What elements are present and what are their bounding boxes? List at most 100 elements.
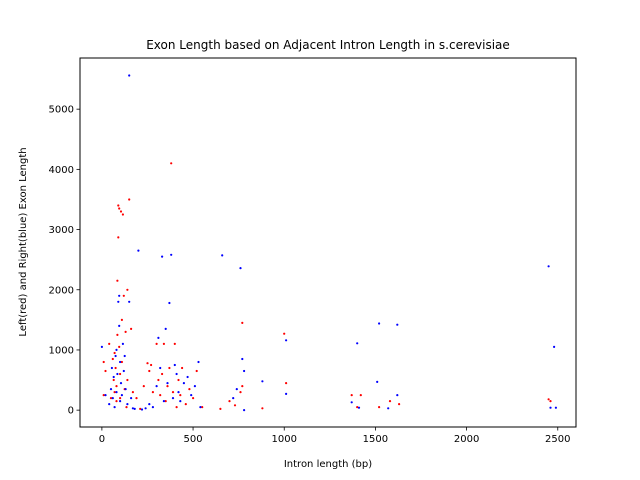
y-tick-label-2: 2000 [49, 285, 74, 296]
right-exon-point-48 [182, 382, 185, 385]
y-tick-label-5: 5000 [49, 105, 74, 116]
plot-frame [79, 57, 577, 428]
left-exon-point-75 [547, 398, 550, 401]
right-exon-point-17 [119, 382, 123, 385]
right-exon-point-13 [118, 294, 121, 297]
y-axis: 0 1000 2000 3000 4000 5000 [49, 105, 80, 417]
x-tick-label-5: 2500 [545, 434, 570, 445]
right-exon-point-3 [109, 388, 113, 391]
x-axis: 0 500 1000 1500 2000 2500 [99, 427, 570, 445]
left-exon-point-3 [108, 342, 111, 345]
left-exon-point-23 [121, 213, 124, 216]
x-axis-label: Intron length (bp) [284, 459, 372, 470]
right-exon-point-20 [122, 369, 125, 373]
left-exon-point-33 [135, 397, 138, 400]
right-exon-point-11 [116, 372, 119, 376]
left-exon-point-47 [168, 366, 171, 370]
x-tick-label-4: 2000 [454, 434, 479, 445]
right-exon-point-42 [170, 253, 173, 256]
left-exon-point-60 [219, 407, 222, 410]
left-exon-point-5 [111, 357, 114, 361]
left-exon-point-63 [239, 391, 242, 394]
right-exon-point-70 [396, 323, 399, 326]
left-exon-point-4 [109, 397, 113, 400]
left-exon-point-27 [125, 406, 128, 409]
right-exon-point-19 [121, 342, 124, 345]
right-exon-point-5 [111, 397, 114, 400]
right-exon-point-30 [140, 408, 144, 411]
left-exon-point-40 [155, 342, 158, 345]
right-exon-point-69 [387, 407, 390, 410]
left-exon-point-22 [120, 360, 123, 364]
right-exon-point-18 [120, 394, 123, 397]
left-exon-point-19 [119, 397, 122, 400]
left-exon-point-17 [118, 345, 121, 348]
right-exon-point-60 [243, 369, 246, 373]
left-exon-point-61 [228, 400, 231, 403]
left-exon-point-62 [233, 404, 237, 407]
right-exon-point-55 [232, 397, 235, 400]
left-exon-point-34 [139, 407, 142, 410]
left-exon-point-15 [117, 204, 120, 207]
right-exon-point-29 [137, 249, 140, 252]
left-exon-point-70 [356, 406, 359, 409]
right-exon-point-27 [131, 407, 134, 410]
right-exon-point-23 [126, 403, 129, 406]
left-exon-point-56 [188, 388, 191, 391]
right-exon-point-34 [155, 385, 158, 388]
right-exon-point-61 [261, 380, 264, 383]
left-exon-point-50 [173, 342, 176, 345]
y-tick-label-0: 0 [68, 406, 74, 417]
left-exon-point-53 [179, 394, 182, 397]
right-exon-point-40 [166, 382, 169, 385]
right-exon-point-1 [104, 394, 107, 397]
left-exon-point-39 [151, 391, 154, 394]
right-exon-point-52 [197, 360, 200, 364]
left-exon-point-73 [388, 400, 392, 403]
right-exon-point-25 [128, 300, 131, 303]
right-exon-point-46 [177, 391, 180, 394]
right-exon-point-7 [113, 406, 116, 409]
right-exon-point-54 [221, 254, 224, 257]
right-exon-point-2 [108, 403, 111, 406]
right-exon-point-24 [128, 74, 131, 77]
right-exon-point-28 [133, 407, 136, 410]
right-exon-point-73 [549, 406, 552, 409]
left-exon-point-24 [122, 294, 125, 297]
right-exon-point-37 [161, 255, 164, 258]
left-exon-point-31 [130, 327, 133, 330]
y-tick-label-3: 3000 [49, 225, 74, 236]
right-exon-point-58 [241, 357, 244, 361]
left-exon-point-14 [117, 236, 120, 239]
right-exon-point-14 [118, 324, 121, 327]
right-exon-point-68 [378, 322, 381, 325]
right-exon-point-45 [175, 372, 178, 376]
left-exon-point-13 [116, 279, 119, 282]
left-exon-point-57 [192, 397, 195, 400]
right-exon-point-71 [396, 394, 399, 397]
left-exon-point-72 [378, 406, 381, 409]
left-exon-point-66 [261, 407, 264, 410]
left-exon-point-41 [157, 378, 160, 382]
left-exon-point-9 [114, 366, 117, 370]
right-exon-point-22 [124, 388, 127, 391]
right-exon-point-44 [173, 363, 176, 367]
left-exon-point-30 [128, 198, 131, 201]
right-exon-point-8 [114, 354, 117, 358]
left-exon-point-71 [359, 394, 362, 397]
left-exon-point-6 [112, 378, 115, 382]
right-exon-point-38 [162, 400, 165, 403]
left-exon-point-32 [131, 391, 134, 394]
right-exon-point-51 [193, 385, 196, 388]
left-exon-point-35 [142, 385, 145, 388]
left-exon-point-18 [119, 372, 122, 376]
right-exon-point-12 [117, 300, 120, 303]
right-exon-point-15 [119, 400, 122, 403]
y-tick-label-1: 1000 [49, 345, 74, 356]
left-exon-point-28 [126, 288, 129, 291]
left-exon-point-37 [148, 369, 151, 373]
right-exon-point-59 [243, 409, 246, 412]
left-exon-point-74 [398, 403, 401, 406]
left-exon-point-68 [285, 382, 288, 385]
